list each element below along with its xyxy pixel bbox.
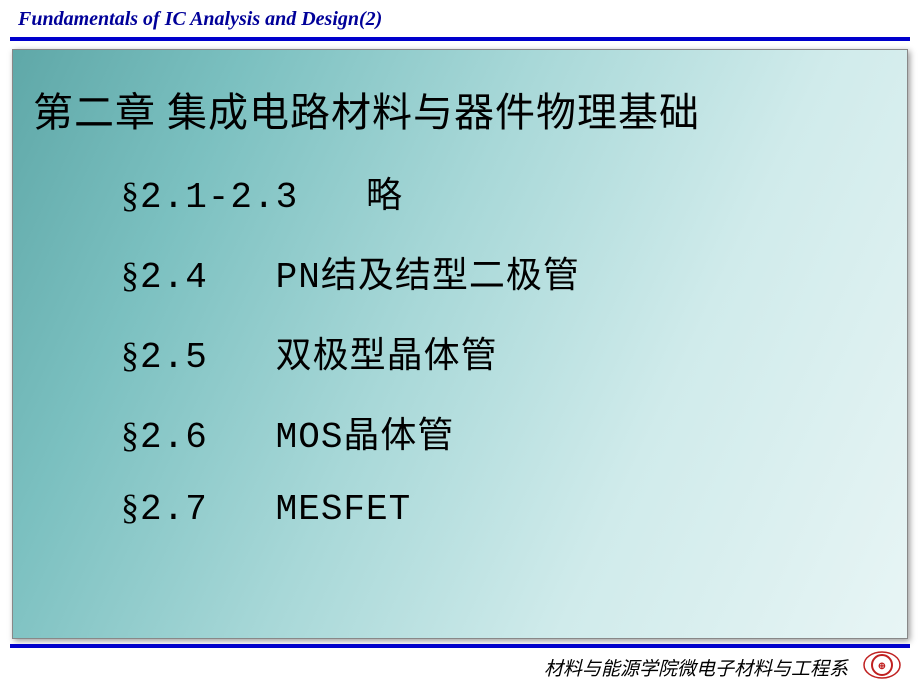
section-label: 略 [366, 177, 403, 218]
footer-rule [10, 644, 910, 648]
header-rule [10, 37, 910, 41]
section-number: 2.6 [140, 417, 208, 458]
chapter-title: 第二章 集成电路材料与器件物理基础 [33, 80, 887, 138]
footer-content: 材料与能源学院微电子材料与工程系 ⊕ [0, 650, 920, 685]
section-label: 双极型晶体管 [276, 337, 498, 378]
section-marker: § [121, 255, 140, 295]
section-marker: § [121, 175, 140, 215]
section-number: 2.1-2.3 [140, 177, 298, 218]
section-marker: § [121, 487, 140, 527]
slide-body: 第二章 集成电路材料与器件物理基础 §2.1-2.3 略 §2.4 PN结及结型… [12, 49, 908, 639]
slide-header: Fundamentals of IC Analysis and Design(2… [0, 0, 920, 35]
slide-footer: 材料与能源学院微电子材料与工程系 ⊕ [0, 644, 920, 684]
section-label: MOS晶体管 [276, 417, 455, 458]
footer-text: 材料与能源学院微电子材料与工程系 [544, 654, 848, 681]
section-number: 2.5 [140, 337, 208, 378]
section-number: 2.4 [140, 257, 208, 298]
header-title: Fundamentals of IC Analysis and Design(2… [18, 8, 902, 31]
institution-logo-icon: ⊕ [862, 650, 902, 685]
section-label: MESFET [276, 489, 412, 530]
section-item: §2.6 MOS晶体管 [121, 406, 887, 458]
section-marker: § [121, 335, 140, 375]
section-item: §2.7 MESFET [121, 486, 887, 530]
section-number: 2.7 [140, 489, 208, 530]
svg-text:⊕: ⊕ [878, 661, 886, 672]
section-marker: § [121, 415, 140, 455]
section-item: §2.4 PN结及结型二极管 [121, 246, 887, 298]
section-label: PN结及结型二极管 [276, 257, 580, 298]
section-item: §2.5 双极型晶体管 [121, 326, 887, 378]
section-item: §2.1-2.3 略 [121, 166, 887, 218]
